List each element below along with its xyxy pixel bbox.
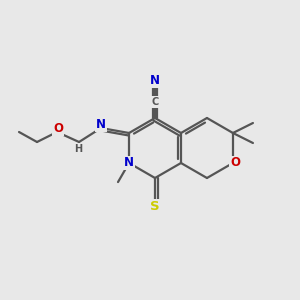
Text: H: H <box>74 144 82 154</box>
Text: O: O <box>230 157 240 169</box>
Text: S: S <box>150 200 160 214</box>
Text: N: N <box>96 118 106 131</box>
Text: O: O <box>53 122 63 136</box>
Text: N: N <box>124 157 134 169</box>
Text: N: N <box>150 74 160 88</box>
Text: C: C <box>152 97 159 107</box>
